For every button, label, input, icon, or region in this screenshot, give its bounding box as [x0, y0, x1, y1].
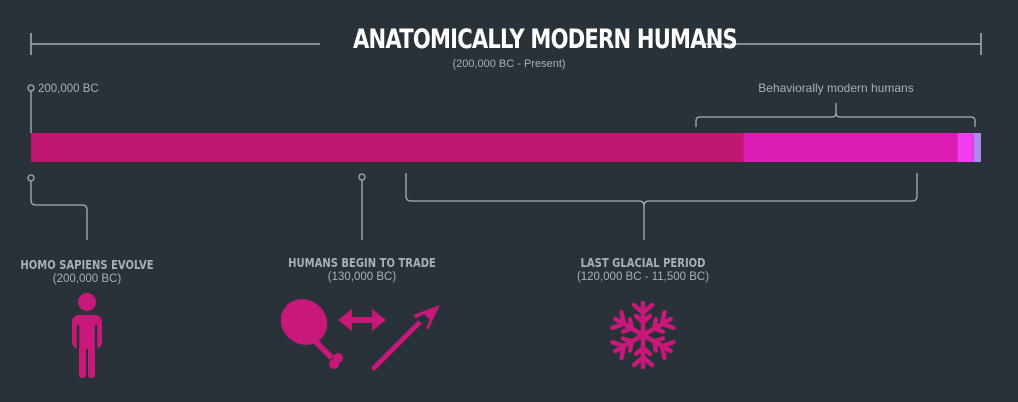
- event-title-glacial: LAST GLACIAL PERIOD: [580, 255, 706, 270]
- exchange-arrow-icon: [338, 309, 386, 331]
- page-subtitle: (200,000 BC - Present): [452, 58, 566, 70]
- event-title-homo-sapiens: HOMO SAPIENS EVOLVE: [20, 257, 154, 272]
- timeline-segment-2: [743, 133, 958, 162]
- event-date-trade: (130,000 BC): [327, 271, 397, 283]
- behavioral-bracket: [695, 103, 976, 127]
- event-title-trade: HUMANS BEGIN TO TRADE: [288, 255, 436, 270]
- timeline-segment-4: [973, 133, 981, 162]
- page-title: ANATOMICALLY MODERN HUMANS: [353, 24, 738, 55]
- spear-icon: [371, 305, 440, 371]
- event-connector-homo-sapiens: [27, 174, 88, 240]
- glacial-period-bracket: [405, 173, 918, 240]
- person-icon-arm-gaps: [76, 325, 98, 350]
- timeline-segment-3: [957, 133, 974, 162]
- timeline-segment-1: [31, 133, 744, 162]
- start-marker: [27, 84, 35, 133]
- timeline-bar: [31, 133, 981, 162]
- event-date-homo-sapiens: (200,000 BC): [52, 273, 122, 285]
- person-icon: [72, 293, 102, 378]
- event-connector-trade: [358, 173, 366, 240]
- event-date-glacial: (120,000 BC - 11,500 BC): [576, 271, 710, 283]
- header-span-line: [30, 33, 982, 55]
- timeline-start-label: 200,000 BC: [38, 83, 99, 95]
- behavioral-modern-label: Behaviorally modern humans: [758, 81, 914, 95]
- snowflake-icon: [611, 300, 675, 367]
- meat-icon: [280, 299, 343, 369]
